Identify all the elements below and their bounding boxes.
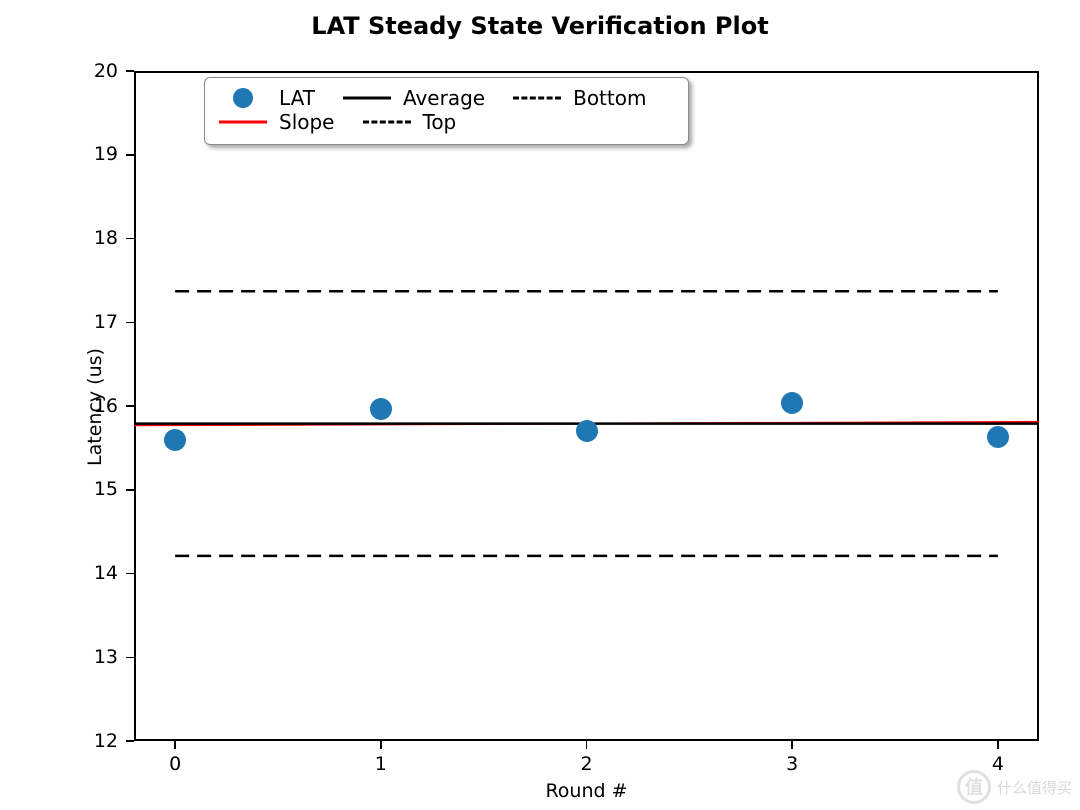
y-tick-label: 13	[78, 646, 118, 668]
x-tick	[791, 741, 793, 749]
x-tick-label: 4	[978, 753, 1018, 775]
y-tick-label: 18	[78, 227, 118, 249]
legend-row: Slope Top	[219, 110, 674, 134]
y-tick	[126, 740, 134, 742]
legend-item-lat: LAT	[219, 86, 315, 110]
lat-data-point	[781, 392, 803, 414]
lat-data-point	[987, 426, 1009, 448]
y-tick-label: 16	[78, 395, 118, 417]
y-tick-label: 15	[78, 478, 118, 500]
legend-swatch-lat	[219, 86, 267, 110]
legend-label-average: Average	[403, 86, 485, 110]
lat-data-point	[370, 398, 392, 420]
legend-swatch-bottom	[513, 86, 561, 110]
y-tick-label: 12	[78, 730, 118, 752]
lat-data-point	[576, 420, 598, 442]
x-tick	[586, 741, 588, 749]
y-tick	[126, 238, 134, 240]
y-tick	[126, 489, 134, 491]
x-tick	[174, 741, 176, 749]
chart-container: LAT Steady State Verification Plot Laten…	[0, 0, 1080, 810]
chart-title: LAT Steady State Verification Plot	[0, 12, 1080, 40]
legend-swatch-average	[343, 86, 391, 110]
x-tick-label: 0	[155, 753, 195, 775]
y-tick-label: 19	[78, 143, 118, 165]
plot-area	[134, 71, 1039, 741]
y-tick-label: 14	[78, 562, 118, 584]
legend-item-top: Top	[363, 110, 457, 134]
y-tick	[126, 322, 134, 324]
legend-label-lat: LAT	[279, 86, 315, 110]
legend: LAT Average Bottom Slope Top	[204, 77, 689, 145]
y-tick-label: 17	[78, 311, 118, 333]
legend-row: LAT Average Bottom	[219, 86, 674, 110]
legend-label-bottom: Bottom	[573, 86, 646, 110]
x-tick	[997, 741, 999, 749]
legend-label-slope: Slope	[279, 110, 335, 134]
lat-data-point	[164, 429, 186, 451]
x-tick-label: 1	[361, 753, 401, 775]
y-tick	[126, 70, 134, 72]
x-tick-label: 2	[567, 753, 607, 775]
legend-swatch-top	[363, 110, 411, 134]
watermark-logo-icon	[957, 770, 991, 804]
y-tick	[126, 154, 134, 156]
y-tick-label: 20	[78, 60, 118, 82]
y-tick	[126, 405, 134, 407]
y-tick	[126, 657, 134, 659]
legend-swatch-slope	[219, 110, 267, 134]
x-tick	[380, 741, 382, 749]
x-tick-label: 3	[772, 753, 812, 775]
y-tick	[126, 573, 134, 575]
legend-label-top: Top	[423, 110, 457, 134]
watermark: 什么值得买	[957, 770, 1072, 804]
watermark-text: 什么值得买	[997, 777, 1072, 798]
x-axis-label: Round #	[134, 780, 1039, 802]
legend-item-slope: Slope	[219, 110, 335, 134]
legend-item-average: Average	[343, 86, 485, 110]
legend-item-bottom: Bottom	[513, 86, 646, 110]
